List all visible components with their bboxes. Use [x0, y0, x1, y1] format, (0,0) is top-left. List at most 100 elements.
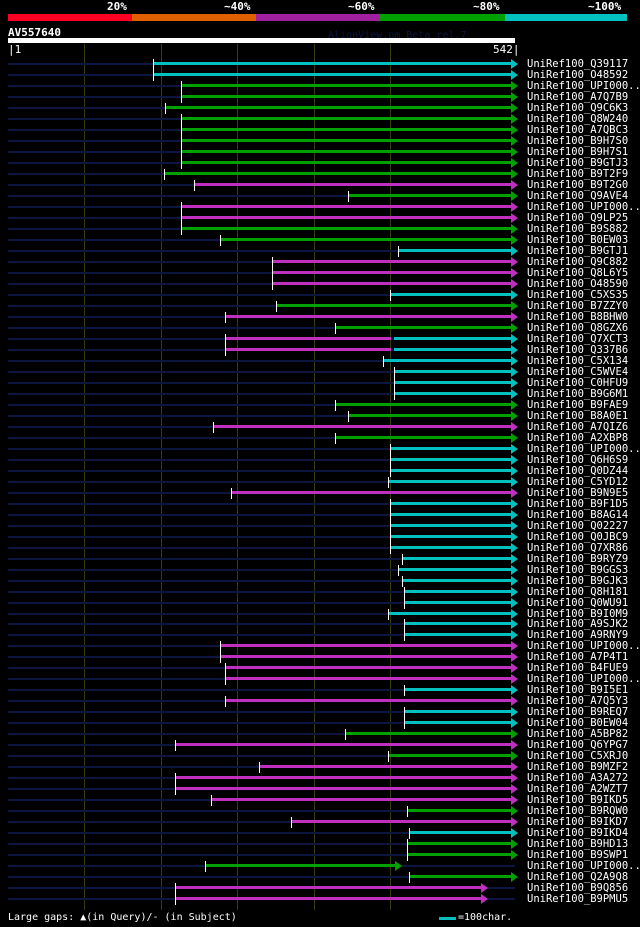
subject-label[interactable]: UniRef100_B9S882 [527, 222, 629, 235]
hsp-segment[interactable] [348, 193, 512, 197]
alignment-row[interactable]: UniRef100_B9PMU5 [0, 893, 640, 906]
alignment-row[interactable]: UniRef100_B9H7S1 [0, 146, 640, 158]
alignment-row[interactable]: UniRef100_B9I5E1 [0, 684, 640, 697]
alignment-row[interactable]: UniRef100_B9F1D5 [0, 497, 640, 510]
hsp-segment[interactable] [225, 699, 512, 703]
hsp-segment[interactable] [387, 754, 512, 758]
subject-label[interactable]: UniRef100_B9GTJ1 [527, 244, 629, 257]
subject-label[interactable]: UniRef100_Q7XCT3 [527, 332, 629, 345]
hsp-segment[interactable] [194, 182, 512, 186]
subject-label[interactable]: UniRef100_B9I0M9 [527, 607, 629, 620]
alignment-row[interactable]: UniRef100_UPI000.. [0, 442, 640, 455]
subject-label[interactable]: UniRef100_Q8GZX6 [527, 321, 629, 334]
alignment-row[interactable]: UniRef100_A7QBC3 [0, 123, 640, 136]
alignment-row[interactable]: UniRef100_Q8W240 [0, 113, 640, 125]
hsp-segment[interactable] [390, 446, 512, 450]
hsp-segment[interactable] [276, 303, 512, 307]
subject-label[interactable]: UniRef100_Q9C882 [527, 255, 629, 268]
hsp-segment[interactable] [397, 567, 512, 571]
alignment-row[interactable]: UniRef100_UPI000.. [0, 80, 640, 92]
alignment-row[interactable]: UniRef100_C5X134 [0, 354, 640, 367]
hsp-segment[interactable] [259, 765, 512, 769]
alignment-row[interactable]: UniRef100_B9REQ7 [0, 706, 640, 719]
hsp-segment[interactable] [174, 776, 512, 780]
alignment-row[interactable]: UniRef100_Q39117 [0, 58, 640, 70]
alignment-row[interactable]: UniRef100_Q9AVE4 [0, 190, 640, 202]
subject-label[interactable]: UniRef100_B9GTJ3 [527, 156, 629, 169]
subject-label[interactable]: UniRef100_B9GGS3 [527, 563, 629, 576]
subject-label[interactable]: UniRef100_C5WVE4 [527, 365, 629, 378]
alignment-row[interactable]: UniRef100_A7Q7B9 [0, 91, 640, 103]
hsp-segment[interactable] [225, 677, 512, 681]
subject-label[interactable]: UniRef100_A7QBC3 [527, 123, 629, 136]
alignment-row[interactable]: UniRef100_B9HD13 [0, 838, 640, 851]
subject-label[interactable]: UniRef100_UPI000.. [527, 860, 640, 873]
hsp-segment[interactable] [390, 457, 512, 461]
hsp-segment[interactable] [181, 138, 512, 142]
alignment-row[interactable]: UniRef100_B9IKD7 [0, 816, 640, 829]
hsp-segment[interactable] [181, 127, 512, 131]
subject-label[interactable]: UniRef100_B9RYZ9 [527, 552, 629, 565]
hsp-segment[interactable] [390, 512, 512, 516]
alignment-row[interactable]: UniRef100_B9I0M9 [0, 607, 640, 620]
alignment-row[interactable]: UniRef100_B9H7S0 [0, 134, 640, 147]
hsp-segment[interactable] [335, 435, 512, 439]
hsp-segment[interactable] [390, 534, 512, 538]
alignment-row[interactable]: UniRef100_A3A272 [0, 772, 640, 785]
subject-label[interactable]: UniRef100_B9F1D5 [527, 497, 629, 510]
alignment-row[interactable]: UniRef100_UPI000.. [0, 860, 640, 873]
hsp-segment[interactable] [153, 72, 512, 76]
subject-label[interactable]: UniRef100_B9T2G0 [527, 178, 629, 191]
subject-label[interactable]: UniRef100_UPI000.. [527, 442, 640, 455]
hsp-segment[interactable] [213, 424, 512, 428]
hsp-segment[interactable] [407, 853, 512, 857]
subject-label[interactable]: UniRef100_B4FUE9 [527, 662, 629, 675]
subject-label[interactable]: UniRef100_B9IKD4 [527, 827, 629, 840]
alignment-row[interactable]: UniRef100_Q9LP25 [0, 211, 640, 224]
subject-label[interactable]: UniRef100_B9N9E5 [527, 486, 629, 499]
alignment-row[interactable]: UniRef100_UPI000.. [0, 201, 640, 213]
subject-label[interactable]: UniRef100_Q6YPG7 [527, 739, 629, 752]
subject-label[interactable]: UniRef100_Q9LP25 [527, 211, 629, 224]
alignment-row[interactable]: UniRef100_O48592 [0, 69, 640, 81]
alignment-row[interactable]: UniRef100_B9IKD5 [0, 794, 640, 807]
subject-label[interactable]: UniRef100_Q6H6S9 [527, 453, 629, 466]
subject-label[interactable]: UniRef100_B8A0E1 [527, 409, 629, 422]
subject-label[interactable]: UniRef100_C5XRJ0 [527, 750, 629, 763]
alignment-row[interactable]: UniRef100_Q337B6 [0, 344, 640, 356]
alignment-row[interactable]: UniRef100_B9GGS3 [0, 563, 640, 576]
hsp-segment[interactable] [397, 248, 512, 252]
subject-label[interactable]: UniRef100_Q0JBC9 [527, 530, 629, 543]
hsp-segment[interactable] [394, 391, 512, 395]
alignment-row[interactable]: UniRef100_A5BP82 [0, 728, 640, 741]
hsp-segment[interactable] [272, 259, 512, 263]
subject-label[interactable]: UniRef100_B9H7S0 [527, 134, 629, 147]
hsp-segment[interactable] [409, 875, 512, 879]
hsp-segment[interactable] [272, 270, 512, 274]
subject-label[interactable]: UniRef100_Q0DZ44 [527, 464, 629, 477]
hsp-segment[interactable] [163, 171, 512, 175]
subject-label[interactable]: UniRef100_B9GJK3 [527, 574, 629, 587]
alignment-row[interactable]: UniRef100_Q02227 [0, 520, 640, 532]
subject-label[interactable]: UniRef100_O48590 [527, 277, 629, 290]
subject-label[interactable]: UniRef100_B9HD13 [527, 838, 629, 851]
hsp-segment[interactable] [390, 545, 512, 549]
hsp-segment[interactable] [394, 369, 512, 373]
subject-label[interactable]: UniRef100_B9Q856 [527, 882, 629, 895]
subject-label[interactable]: UniRef100_C5X134 [527, 354, 629, 367]
subject-label[interactable]: UniRef100_A2WZT7 [527, 783, 629, 796]
hsp-segment[interactable] [407, 809, 512, 813]
subject-label[interactable]: UniRef100_B9T2F9 [527, 167, 629, 180]
subject-label[interactable]: UniRef100_A5BP82 [527, 728, 629, 741]
hsp-segment[interactable] [204, 864, 396, 868]
alignment-row[interactable]: UniRef100_A2WZT7 [0, 783, 640, 796]
alignment-row[interactable]: UniRef100_B9SWP1 [0, 849, 640, 862]
alignment-row[interactable]: UniRef100_O48590 [0, 277, 640, 290]
alignment-row[interactable]: UniRef100_UPI000.. [0, 673, 640, 686]
hsp-segment[interactable] [181, 149, 512, 153]
alignment-row[interactable]: UniRef100_C0HFU9 [0, 377, 640, 389]
hsp-segment[interactable] [390, 292, 512, 296]
alignment-row[interactable]: UniRef100_B8A0E1 [0, 409, 640, 422]
subject-label[interactable]: UniRef100_B9G6M1 [527, 387, 629, 400]
subject-label[interactable]: UniRef100_B9MZF2 [527, 761, 629, 774]
